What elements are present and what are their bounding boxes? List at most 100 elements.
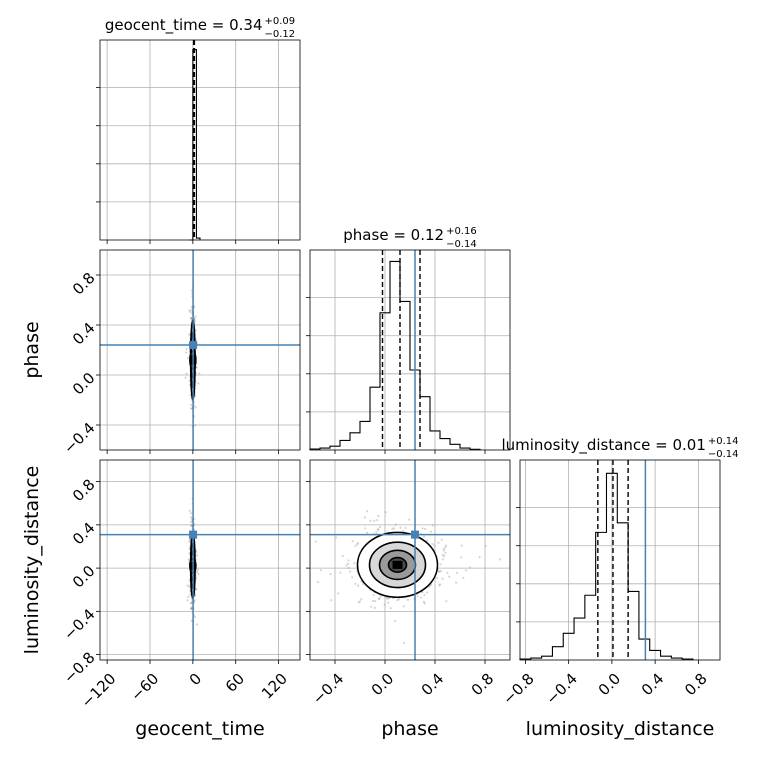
scatter-point: [339, 571, 342, 574]
scatter-point: [444, 551, 447, 554]
scatter-point: [429, 530, 432, 533]
hist-step-luminosity_distance: [519, 472, 694, 660]
scatter-point: [440, 538, 443, 541]
title-text-geocent_time: geocent_time = 0.34: [105, 16, 263, 35]
scatter-point: [383, 603, 386, 606]
scatter-point: [443, 554, 446, 558]
scatter-point: [366, 531, 369, 534]
truth-marker-2: [411, 530, 419, 539]
scatter-point: [364, 527, 367, 530]
scatter-point: [188, 379, 191, 382]
ylabel-luminosity_distance: luminosity_distance: [21, 466, 43, 655]
scatter-point: [190, 619, 193, 622]
hist-geocent_time-frame: [99, 39, 301, 241]
scatter-point: [314, 540, 317, 543]
scatter-point: [437, 541, 440, 544]
xtick-label-luminosity_distance-3: 0.4: [638, 670, 668, 700]
scatter-point: [190, 407, 193, 410]
title-sub-phase: −0.14: [446, 239, 477, 250]
scatter-point: [372, 594, 375, 597]
scatter-point: [193, 599, 196, 602]
scatter-point: [442, 547, 445, 550]
scatter-point: [351, 540, 354, 543]
hist-panel-phase: [306, 249, 511, 454]
title-sub-luminosity_distance: −0.14: [708, 449, 739, 460]
scatter-point: [460, 556, 463, 559]
scatter-point: [185, 348, 188, 351]
scatter-point: [441, 558, 444, 561]
scatter-point: [356, 584, 360, 587]
scatter-point: [426, 591, 429, 594]
scatter-point: [394, 523, 397, 526]
scatter-point: [373, 606, 376, 609]
scatter-point: [184, 351, 188, 354]
scatter-inner-0: [100, 250, 300, 450]
scatter-point: [498, 558, 502, 561]
scatter-point: [187, 558, 190, 561]
xtick-label-luminosity_distance-2: 0.0: [595, 670, 625, 700]
scatter-point: [341, 554, 344, 558]
scatter-point: [389, 607, 392, 610]
scatter-point: [370, 605, 373, 608]
title-sup-geocent_time: +0.09: [265, 16, 296, 27]
scatter-point: [190, 403, 193, 406]
scatter-point: [194, 424, 197, 427]
scatter-point: [188, 540, 191, 543]
scatter-point: [195, 588, 198, 591]
scatter-point: [423, 602, 426, 605]
scatter-point: [375, 530, 378, 533]
scatter-point: [190, 524, 193, 527]
scatter-point: [444, 544, 448, 547]
scatter-point: [375, 518, 379, 522]
ylabel-phase: phase: [21, 321, 43, 378]
scatter-point: [468, 566, 471, 569]
scatter-point: [189, 512, 193, 515]
xtick-label-luminosity_distance-0: −0.8: [499, 670, 537, 708]
scatter-point: [419, 596, 423, 599]
scatter-point: [387, 601, 390, 604]
scatter-point: [399, 526, 402, 529]
scatter-point: [346, 562, 350, 565]
scatter-point: [356, 543, 359, 546]
scatter-point: [351, 576, 354, 579]
scatter-point: [190, 521, 193, 524]
scatter-point: [460, 544, 463, 547]
title-sup-phase: +0.16: [446, 226, 477, 237]
ytick-label-phase-2: 0.4: [69, 319, 99, 349]
scatter-point: [441, 577, 444, 580]
scatter-point: [437, 570, 440, 573]
scatter-point: [329, 573, 332, 576]
xlabel-phase: phase: [381, 718, 438, 740]
xtick-label-geocent_time-0: −120: [78, 670, 120, 712]
scatter-geocent_time-phase-frame: [99, 249, 301, 451]
title-luminosity_distance: luminosity_distance = 0.01 +0.14 −0.14: [501, 436, 738, 460]
scatter-point: [366, 510, 369, 513]
scatter-point: [464, 569, 468, 572]
scatter-point: [442, 549, 445, 552]
scatter-point: [189, 601, 193, 605]
title-text-phase: phase = 0.12: [343, 226, 444, 244]
scatter-point: [386, 597, 389, 600]
ytick-label-luminosity_distance-1: −0.4: [60, 605, 98, 643]
scatter-point: [444, 546, 447, 549]
scatter-point: [334, 536, 338, 539]
scatter-point: [360, 598, 363, 601]
scatter-point: [378, 597, 381, 600]
scatter-point: [416, 595, 419, 598]
scatter-point: [369, 519, 372, 522]
scatter-point: [377, 528, 380, 532]
scatter-point: [357, 601, 360, 604]
xtick-label-geocent_time-2: 0: [186, 670, 205, 689]
scatter-point: [377, 597, 380, 600]
scatter-point: [189, 394, 192, 397]
scatter-point: [398, 598, 401, 601]
scatter-point: [373, 519, 376, 522]
ytick-label-luminosity_distance-0: −0.8: [60, 648, 98, 686]
scatter-point: [190, 606, 193, 609]
scatter-point: [422, 600, 425, 604]
scatter-point: [439, 563, 442, 566]
scatter-point: [188, 585, 191, 588]
scatter-point: [189, 310, 192, 314]
title-text-luminosity_distance: luminosity_distance = 0.01: [501, 436, 705, 455]
